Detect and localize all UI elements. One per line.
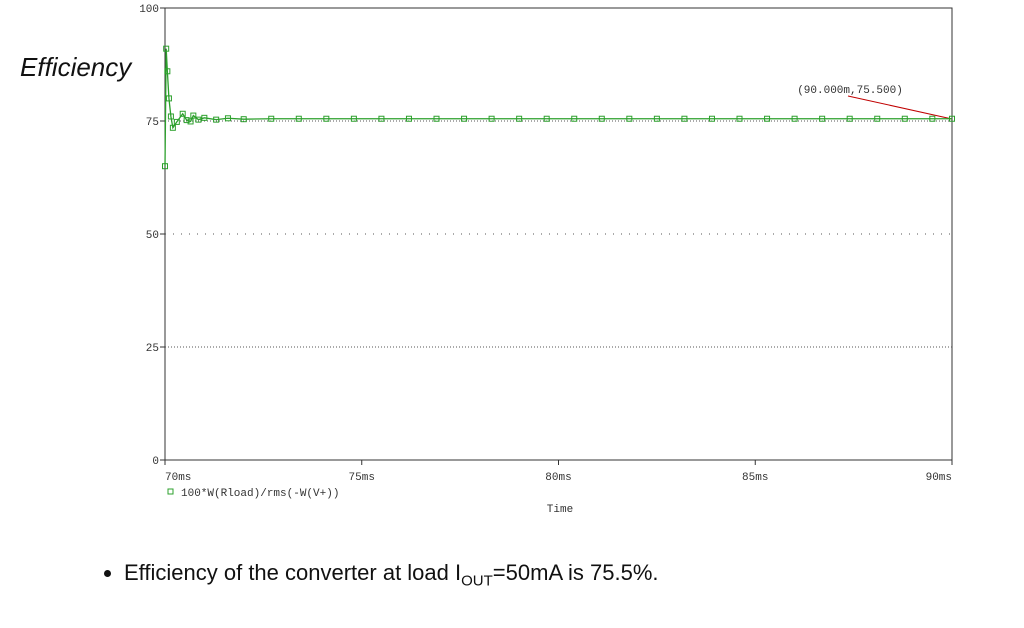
data-point — [708, 115, 715, 122]
chart-title: Efficiency — [20, 52, 133, 82]
x-axis-label: Time — [547, 504, 573, 516]
data-point — [173, 118, 180, 125]
data-point — [846, 115, 853, 122]
data-point — [653, 115, 660, 122]
data-point — [681, 115, 688, 122]
note-text: Efficiency of the converter at load I — [124, 560, 462, 585]
data-point — [819, 115, 826, 122]
x-tick-label: 70ms — [165, 472, 191, 484]
y-tick-label: 0 — [152, 456, 159, 468]
data-point — [543, 115, 550, 122]
data-point — [516, 115, 523, 122]
data-point — [179, 110, 186, 117]
data-point — [240, 116, 247, 123]
legend-marker — [167, 488, 174, 495]
x-tick-label: 80ms — [545, 472, 571, 484]
data-point — [626, 115, 633, 122]
x-tick-label: 75ms — [349, 472, 375, 484]
data-point — [213, 116, 220, 123]
data-point — [295, 115, 302, 122]
data-point — [187, 118, 194, 125]
annotation-pointer — [847, 95, 953, 120]
series-line — [164, 48, 952, 167]
data-point — [598, 115, 605, 122]
data-point — [433, 115, 440, 122]
note: Efficiency of the converter at load IOUT… — [72, 560, 659, 589]
data-point — [901, 115, 908, 122]
data-point — [929, 115, 936, 122]
data-point — [378, 115, 385, 122]
data-point — [874, 115, 881, 122]
data-point — [224, 115, 231, 122]
plot-frame — [164, 7, 953, 461]
data-point — [571, 115, 578, 122]
data-point — [201, 114, 208, 121]
x-tick-label: 85ms — [742, 472, 768, 484]
note-item: Efficiency of the converter at load IOUT… — [124, 560, 659, 589]
data-point — [163, 45, 170, 52]
data-point — [268, 115, 275, 122]
legend-label: 100*W(Rload)/rms(-W(V+)) — [181, 488, 339, 500]
data-point — [195, 116, 202, 123]
annotation: (90.000m,75.500) — [797, 85, 903, 97]
data-point — [350, 115, 357, 122]
data-point — [949, 115, 955, 122]
x-tick-label: 90ms — [926, 472, 952, 484]
data-point — [169, 124, 176, 131]
y-tick-label: 25 — [146, 343, 159, 355]
data-point — [183, 117, 190, 124]
note-text: =50mA is 75.5%. — [492, 560, 659, 585]
y-tick-label: 75 — [146, 117, 159, 129]
y-tick-label: 50 — [146, 230, 159, 242]
y-tick-label: 100 — [139, 4, 159, 16]
data-point — [165, 95, 172, 102]
data-point — [736, 115, 743, 122]
data-point — [167, 113, 174, 120]
data-point — [461, 115, 468, 122]
data-point — [323, 115, 330, 122]
data-point — [162, 163, 168, 170]
data-point — [488, 115, 495, 122]
data-point — [791, 115, 798, 122]
note-subscript: OUT — [461, 572, 493, 590]
data-point — [405, 115, 412, 122]
data-point — [764, 115, 771, 122]
data-point — [164, 68, 171, 75]
data-point — [190, 112, 197, 119]
